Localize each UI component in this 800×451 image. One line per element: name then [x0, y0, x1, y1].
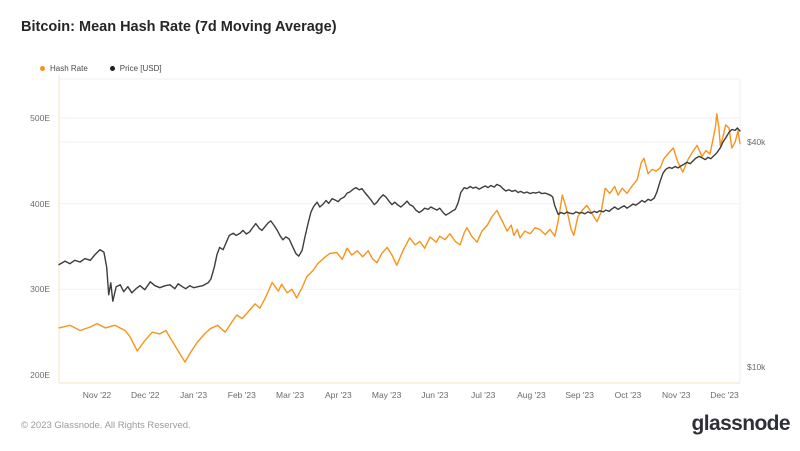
x-axis-tick: Jun '23 [421, 390, 449, 400]
x-axis-tick: Jul '23 [471, 390, 496, 400]
x-axis-tick: Apr '23 [325, 390, 352, 400]
y-axis-tick-left: 300E [30, 284, 50, 295]
x-axis-tick: Aug '23 [517, 390, 546, 400]
x-axis-tick: Dec '22 [130, 390, 160, 400]
chart-title: Bitcoin: Mean Hash Rate (7d Moving Avera… [21, 19, 337, 35]
legend-label-hash-rate: Hash Rate [50, 64, 88, 73]
y-axis-tick-right: $40k [747, 137, 766, 147]
price-legend-dot-icon [109, 66, 115, 71]
hash-rate-legend-dot-icon [40, 66, 45, 71]
x-axis-tick: Feb '23 [227, 390, 256, 400]
y-axis-tick-left: 200E [30, 370, 50, 380]
x-axis-tick: Nov '23 [661, 390, 691, 400]
y-axis-tick-right: $10k [747, 362, 766, 373]
legend: Hash Rate Price [USD] [40, 64, 162, 73]
x-axis-tick: Nov '22 [82, 390, 112, 400]
x-axis-tick: May '23 [371, 390, 402, 400]
y-axis-tick-left: 400E [30, 198, 50, 209]
x-axis-tick: Dec '23 [710, 390, 739, 400]
legend-label-price: Price [USD] [119, 64, 162, 73]
x-axis-tick: Oct '23 [614, 390, 642, 400]
legend-item-price[interactable]: Price [USD] [109, 64, 162, 73]
legend-item-hash-rate[interactable]: Hash Rate [40, 64, 88, 73]
glassnode-logo: glassnode [691, 412, 791, 435]
x-axis-tick: Mar '23 [276, 390, 305, 400]
x-axis-tick: Sep '23 [565, 390, 594, 400]
chart-plot-area[interactable] [0, 0, 800, 410]
x-axis-tick: Jan '23 [179, 390, 208, 400]
copyright-text: © 2023 Glassnode. All Rights Reserved. [21, 420, 191, 431]
y-axis-tick-left: 500E [30, 113, 50, 123]
